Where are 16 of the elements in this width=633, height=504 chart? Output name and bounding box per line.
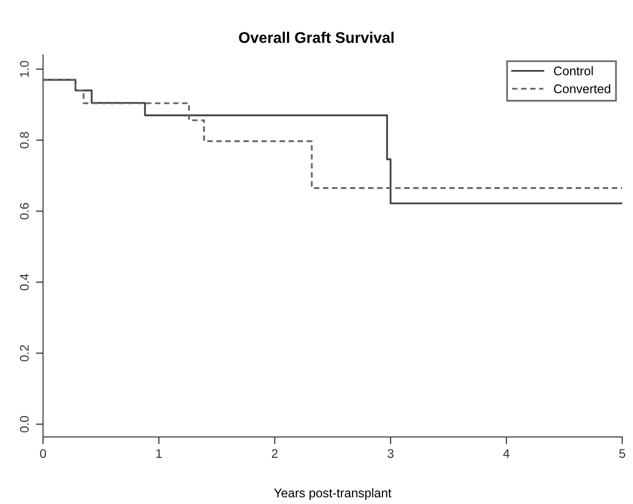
legend-label: Control (554, 66, 593, 76)
legend-label: Converted (554, 84, 610, 94)
x-tick-label: 5 (619, 449, 626, 458)
x-tick-label: 3 (388, 449, 394, 458)
y-tick-label: 0.6 (20, 203, 29, 220)
chart-title: Overall Graft Survival (239, 32, 394, 43)
y-tick-label: 0.4 (20, 274, 29, 290)
x-tick-label: 2 (272, 449, 278, 458)
x-tick-label: 4 (503, 449, 510, 458)
x-tick-label: 0 (40, 449, 46, 458)
y-tick-label: 1.0 (20, 60, 29, 77)
y-tick-label: 0.0 (20, 416, 29, 432)
x-axis-title: Years post-transplant (274, 488, 392, 500)
y-tick-label: 0.8 (20, 132, 29, 148)
y-tick-label: 0.2 (20, 345, 29, 362)
x-tick-label: 1 (156, 449, 162, 458)
